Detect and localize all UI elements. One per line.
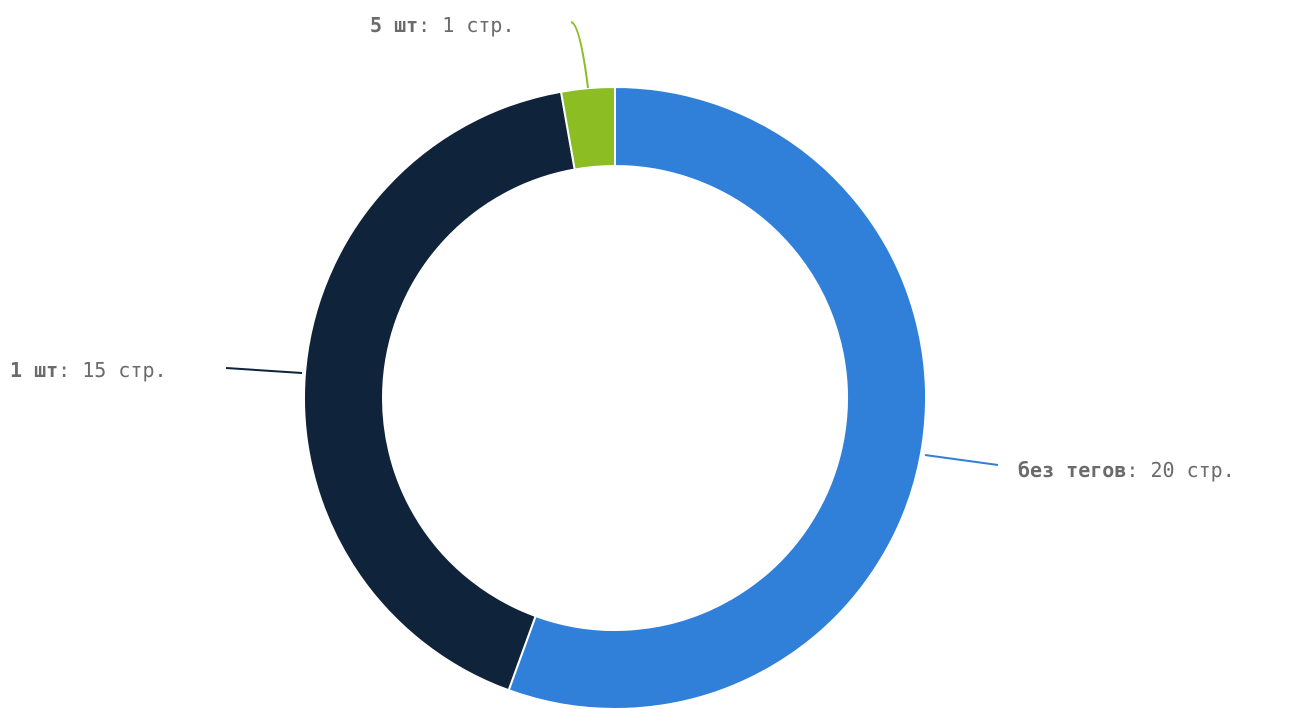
data-label-1: 1 шт: 15 стр. bbox=[10, 358, 167, 382]
slice-0[interactable] bbox=[507, 85, 927, 709]
leader-lines-layer bbox=[225, 21, 999, 466]
data-label-value-2: : 1 стр. bbox=[418, 13, 514, 37]
data-label-0: без тегов: 20 стр. bbox=[1018, 458, 1235, 482]
slice-1[interactable] bbox=[303, 90, 576, 692]
data-label-value-0: : 20 стр. bbox=[1126, 458, 1234, 482]
leader-line-2 bbox=[570, 21, 589, 89]
data-labels-layer: без тегов: 20 стр. 1 шт: 15 стр. 5 шт: 1 с… bbox=[10, 13, 1235, 482]
leader-line-0 bbox=[924, 454, 999, 466]
data-label-2: 5 шт: 1 стр. bbox=[370, 13, 515, 37]
data-label-value-1: : 15 стр. bbox=[58, 358, 166, 382]
data-label-name-1: 1 шт bbox=[10, 358, 58, 382]
slice-2[interactable] bbox=[559, 85, 616, 171]
slices-layer bbox=[303, 85, 927, 709]
leader-line-1 bbox=[225, 367, 303, 374]
data-label-name-0: без тегов bbox=[1018, 458, 1126, 482]
data-label-name-2: 5 шт bbox=[370, 13, 418, 37]
